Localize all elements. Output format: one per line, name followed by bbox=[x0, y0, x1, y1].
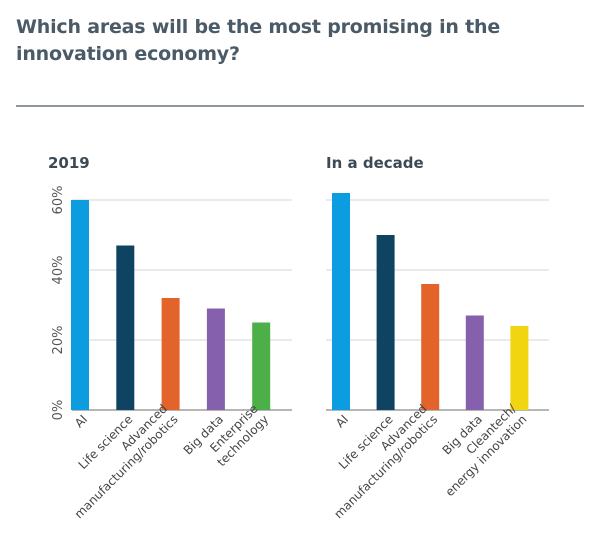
bar bbox=[465, 315, 484, 410]
x-tick-label: Enterprisetechnology bbox=[204, 402, 272, 470]
y-tick-label: 40% bbox=[51, 256, 66, 285]
y-tick-label: 20% bbox=[51, 326, 66, 355]
chart-title-2019: 2019 bbox=[48, 154, 90, 172]
y-tick-label: 0% bbox=[51, 400, 66, 421]
title-divider bbox=[16, 105, 584, 107]
chart-title-in-a-decade: In a decade bbox=[326, 154, 424, 172]
bar bbox=[161, 298, 180, 410]
x-tick-label: AI bbox=[333, 412, 351, 430]
bar bbox=[252, 322, 271, 410]
bar bbox=[206, 308, 225, 410]
y-tick-label: 60% bbox=[51, 186, 66, 215]
bar bbox=[116, 245, 135, 410]
bar bbox=[510, 326, 529, 410]
page-title: Which areas will be the most promising i… bbox=[16, 16, 501, 65]
bar bbox=[421, 284, 440, 410]
bar bbox=[376, 235, 395, 410]
bar bbox=[71, 200, 89, 410]
bar bbox=[332, 193, 350, 410]
x-tick-label: AI bbox=[72, 412, 90, 430]
